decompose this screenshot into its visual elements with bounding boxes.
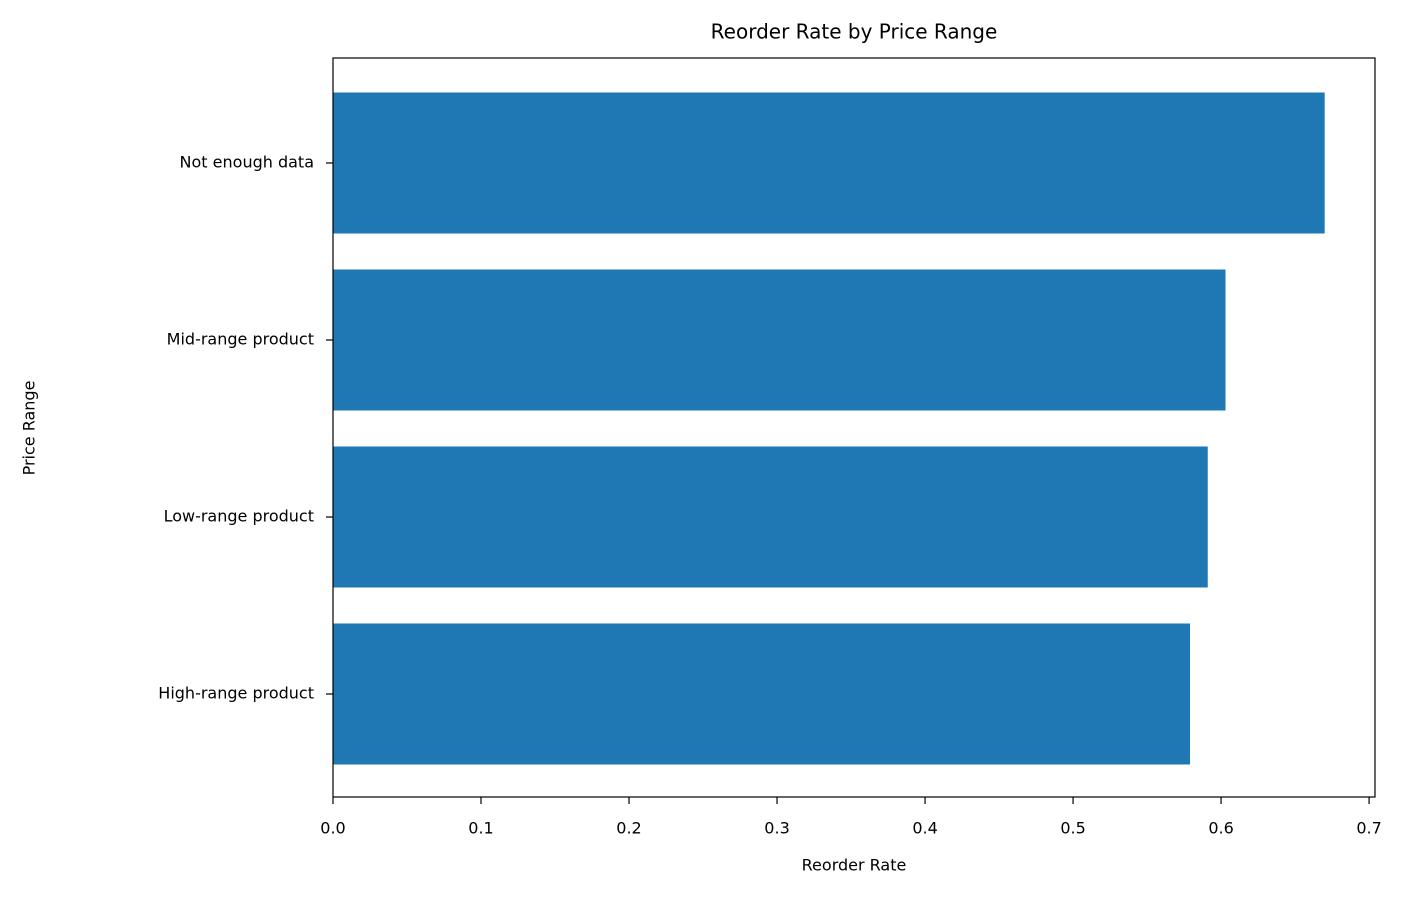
x-tick-label: 0.3 [764, 819, 789, 838]
x-tick-label: 0.6 [1208, 819, 1233, 838]
bar [333, 623, 1190, 765]
x-tick-label: 0.1 [468, 819, 493, 838]
x-tick-label: 0.0 [320, 819, 345, 838]
bar [333, 92, 1325, 234]
x-tick-label: 0.2 [616, 819, 641, 838]
y-axis-label: Price Range [20, 381, 39, 476]
y-tick-label: Mid-range product [167, 330, 314, 349]
x-axis-label: Reorder Rate [802, 856, 907, 875]
y-tick-label: High-range product [158, 684, 314, 703]
y-tick-label: Low-range product [164, 507, 314, 526]
plot-frame [332, 57, 1376, 798]
bar [333, 269, 1226, 411]
x-tick-label: 0.4 [912, 819, 937, 838]
chart-title: Reorder Rate by Price Range [711, 20, 998, 44]
x-tick-label: 0.5 [1060, 819, 1085, 838]
x-tick-label: 0.7 [1356, 819, 1381, 838]
bar [333, 446, 1208, 588]
y-tick-label: Not enough data [180, 153, 314, 172]
